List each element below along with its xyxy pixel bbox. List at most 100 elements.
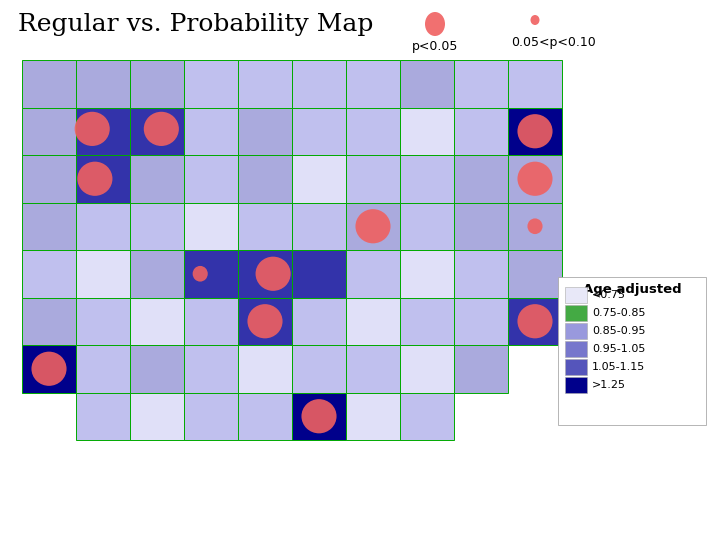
Bar — [292, 250, 346, 298]
Bar — [130, 60, 184, 107]
Bar — [292, 393, 346, 440]
Ellipse shape — [425, 12, 445, 36]
Bar — [22, 250, 76, 298]
Bar — [184, 298, 238, 345]
Text: 0.95-1.05: 0.95-1.05 — [592, 344, 645, 354]
Bar — [130, 155, 184, 202]
Bar — [558, 277, 706, 425]
Bar — [400, 60, 454, 107]
Bar — [184, 60, 238, 107]
Bar — [346, 345, 400, 393]
Bar — [130, 345, 184, 393]
Bar — [130, 107, 184, 155]
Text: Regular vs. Probability Map: Regular vs. Probability Map — [18, 13, 374, 36]
Bar — [292, 202, 346, 250]
Text: Age adjusted: Age adjusted — [582, 283, 681, 296]
Bar — [454, 345, 508, 393]
Bar — [238, 298, 292, 345]
Bar — [565, 305, 587, 321]
Bar — [238, 393, 292, 440]
Bar — [238, 60, 292, 107]
Text: >1.25: >1.25 — [592, 380, 626, 390]
Ellipse shape — [518, 304, 552, 339]
Bar — [130, 202, 184, 250]
Bar — [76, 298, 130, 345]
Ellipse shape — [356, 209, 390, 244]
Bar — [454, 60, 508, 107]
Ellipse shape — [144, 112, 179, 146]
Text: 0.85-0.95: 0.85-0.95 — [592, 326, 646, 336]
Bar — [508, 298, 562, 345]
Bar — [346, 107, 400, 155]
Bar — [130, 393, 184, 440]
Bar — [184, 107, 238, 155]
Bar — [22, 60, 76, 107]
Text: <0.75: <0.75 — [592, 290, 626, 300]
Bar — [454, 155, 508, 202]
Ellipse shape — [528, 218, 543, 234]
Bar — [22, 345, 76, 393]
Bar — [292, 345, 346, 393]
Bar — [508, 250, 562, 298]
Text: 1.05-1.15: 1.05-1.15 — [592, 362, 645, 372]
Bar — [292, 107, 346, 155]
Bar — [76, 107, 130, 155]
Bar — [346, 250, 400, 298]
Bar — [508, 107, 562, 155]
Bar — [454, 298, 508, 345]
Bar — [346, 393, 400, 440]
Bar — [400, 155, 454, 202]
Bar — [130, 250, 184, 298]
Text: 0.75-0.85: 0.75-0.85 — [592, 308, 646, 318]
Bar — [565, 359, 587, 375]
Ellipse shape — [193, 266, 208, 281]
Bar — [400, 202, 454, 250]
Bar — [508, 202, 562, 250]
Bar — [184, 202, 238, 250]
Bar — [184, 250, 238, 298]
Bar — [454, 107, 508, 155]
Ellipse shape — [531, 15, 539, 25]
Bar — [292, 155, 346, 202]
Bar — [76, 202, 130, 250]
Bar — [346, 298, 400, 345]
Bar — [346, 155, 400, 202]
Bar — [238, 250, 292, 298]
Ellipse shape — [32, 352, 66, 386]
Ellipse shape — [248, 304, 282, 339]
Bar — [130, 298, 184, 345]
Bar — [346, 60, 400, 107]
Bar — [400, 107, 454, 155]
Bar — [76, 155, 130, 202]
Bar — [454, 250, 508, 298]
Bar — [400, 345, 454, 393]
Bar — [238, 107, 292, 155]
Bar — [22, 202, 76, 250]
Bar — [400, 298, 454, 345]
Bar — [76, 250, 130, 298]
Bar — [400, 250, 454, 298]
Bar — [76, 60, 130, 107]
Bar — [238, 345, 292, 393]
Bar — [400, 393, 454, 440]
Bar — [508, 60, 562, 107]
Bar — [22, 298, 76, 345]
Bar — [292, 298, 346, 345]
Bar — [508, 155, 562, 202]
Bar — [76, 345, 130, 393]
Ellipse shape — [518, 161, 552, 196]
Bar — [565, 341, 587, 357]
Bar — [565, 377, 587, 393]
Bar — [184, 345, 238, 393]
Ellipse shape — [256, 256, 291, 291]
Bar — [22, 155, 76, 202]
Bar — [238, 155, 292, 202]
Ellipse shape — [77, 161, 112, 196]
Ellipse shape — [302, 399, 336, 433]
Bar — [238, 202, 292, 250]
Ellipse shape — [75, 112, 109, 146]
Bar — [184, 393, 238, 440]
Bar — [346, 202, 400, 250]
Bar — [565, 323, 587, 339]
Text: p<0.05: p<0.05 — [412, 40, 458, 53]
